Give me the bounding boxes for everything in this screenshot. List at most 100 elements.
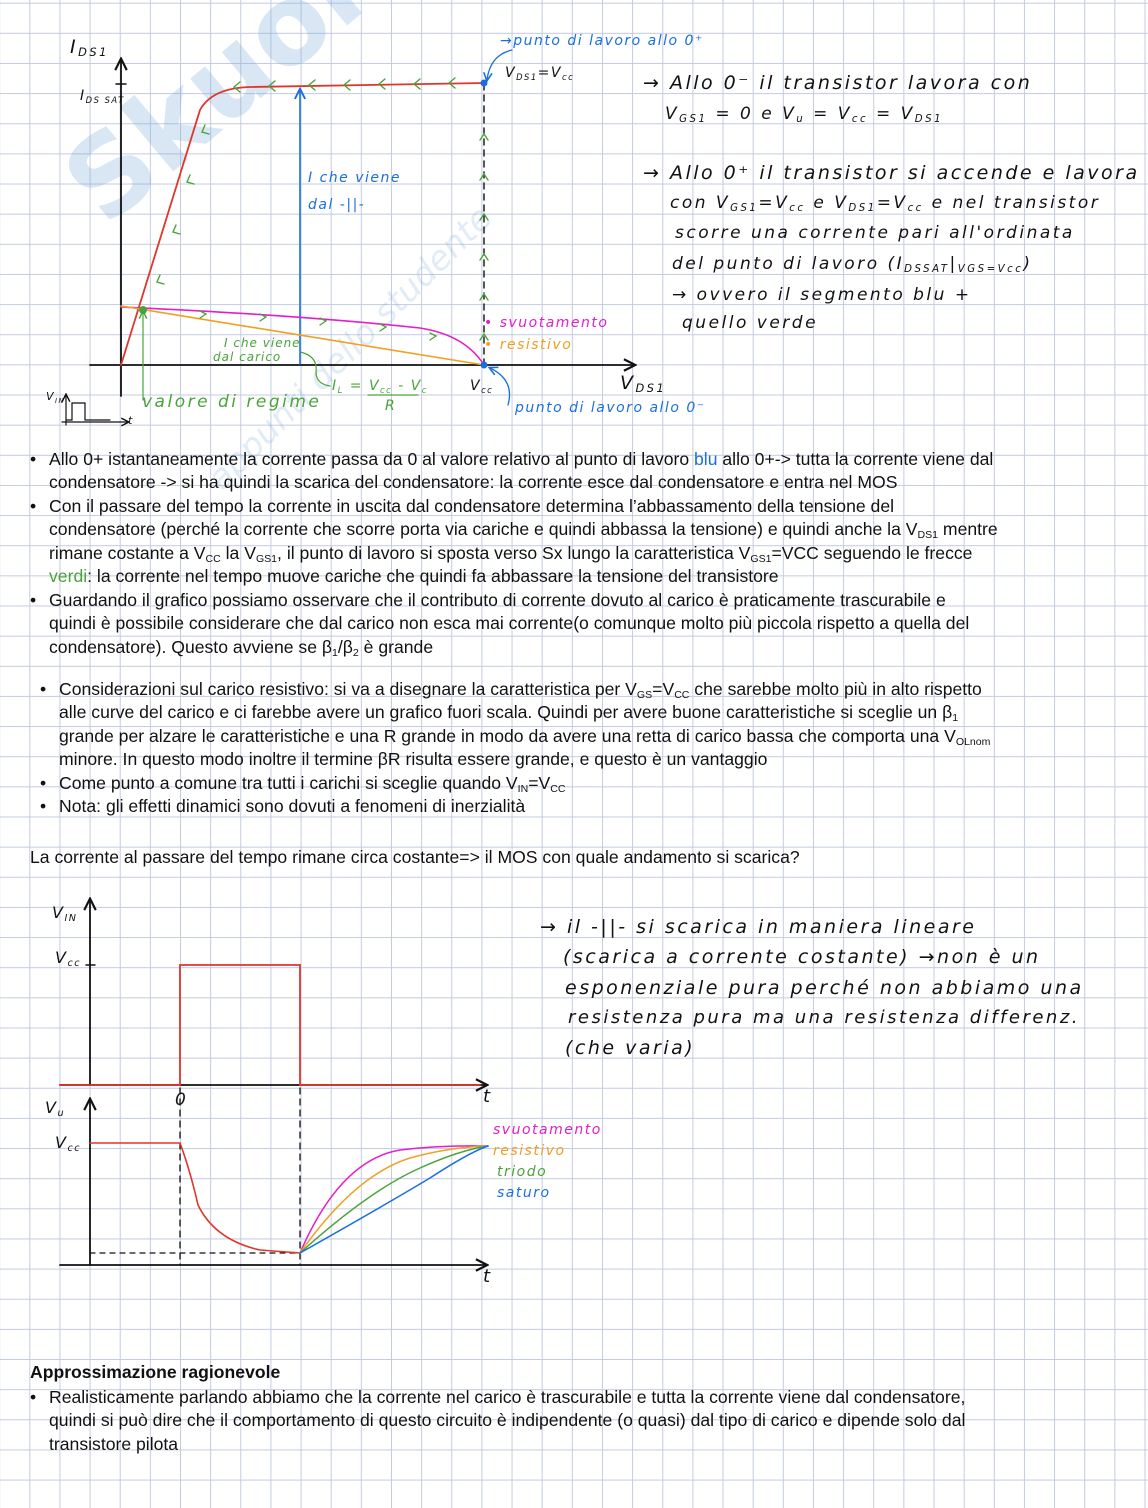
- subscript: CC: [205, 552, 221, 565]
- text-segment: minore. In questo modo inoltre il termin…: [59, 749, 768, 769]
- graph1: [61, 49, 634, 425]
- subscript: c: [421, 385, 428, 395]
- text-segment: La corrente al passare del tempo rimane …: [30, 847, 800, 867]
- subscript: 1: [332, 646, 338, 659]
- text-segment: Con il passare del tempo la corrente in …: [49, 495, 895, 516]
- text-segment: condensatore). Questo avviene se β: [49, 636, 332, 657]
- text-segment: I che viene: [308, 170, 401, 186]
- text-segment: quindi è possibile considerare che dal c…: [49, 613, 970, 633]
- g1-y-axis-label: IDS1: [70, 36, 109, 59]
- section-3-heading: Approssimazione ragionevole: [0, 1361, 1148, 1385]
- text-segment: triodo: [497, 1164, 548, 1180]
- text-segment: - V: [392, 378, 422, 394]
- text-segment: svuotamento: [493, 1122, 602, 1138]
- text-segment: quello verde: [682, 313, 819, 333]
- text-segment: V: [52, 903, 65, 922]
- text-segment: = V: [868, 104, 915, 124]
- subscript: 2: [352, 646, 359, 659]
- text-segment: V: [55, 948, 68, 967]
- note-top-line: → Allo 0⁺ il transistor si accende e lav…: [643, 162, 1140, 184]
- subscript: DS1: [516, 72, 538, 82]
- subscript: CC: [550, 782, 566, 795]
- text-segment: = V: [343, 378, 381, 394]
- text-line: • Realisticamente parlando abbiamo che la…: [0, 1386, 1148, 1410]
- text-segment: dal -||-: [308, 197, 366, 213]
- text-segment: ): [1023, 254, 1033, 274]
- text-segment: alle curve del carico e ci farebbe avere…: [59, 702, 953, 722]
- g2-t-label-2: t: [483, 1266, 492, 1287]
- text-segment: grande per alzare le caratteristiche e u…: [59, 725, 956, 746]
- text-line: • Nota: gli effetti dinamici sono dovuti …: [0, 795, 1148, 819]
- text-segment: /β: [337, 636, 353, 657]
- g1-vin-pulse: [65, 402, 111, 421]
- note-top-line: → Allo 0⁻ il transistor lavora con: [643, 72, 1032, 94]
- subscript: DSSAT: [904, 264, 950, 275]
- text-segment: e nel transistor: [923, 193, 1101, 213]
- subscript: GS1: [255, 552, 278, 565]
- green-highlight: verdi: [49, 566, 88, 586]
- bullet: •: [40, 772, 47, 793]
- bullet: •: [30, 448, 37, 469]
- g2-t-label: t: [483, 1086, 492, 1107]
- text-segment: Approssimazione ragionevole: [30, 1362, 281, 1382]
- text-segment: rimane costante a V: [49, 542, 206, 563]
- subscript: DS1: [848, 203, 877, 214]
- text-segment: V: [470, 378, 482, 394]
- text-segment: scorre una corrente pari all'ordinata: [675, 223, 1075, 243]
- subscript: IN: [64, 913, 78, 924]
- text-line: • Allo 0+ istantaneamente la corrente pas…: [0, 448, 1148, 472]
- text-segment: : la corrente nel tempo muove cariche ch…: [87, 566, 779, 586]
- subscript: GS1: [750, 552, 772, 565]
- text-segment: (scarica a corrente costante) →non è un: [563, 946, 1041, 968]
- bullet: •: [40, 796, 47, 816]
- text-segment: I: [70, 36, 79, 58]
- g2-vin-pulse: [59, 964, 481, 1086]
- note-top-line: scorre una corrente pari all'ordinata: [675, 223, 1075, 243]
- text-line: condensatore). Questo avviene se β1/β2 è…: [0, 636, 1148, 660]
- g1-load-brace: [299, 351, 331, 387]
- subscript: GS1: [730, 203, 759, 214]
- subscript: 1: [952, 712, 959, 724]
- text-segment: I: [332, 378, 338, 394]
- text-segment: • svuotamento: [484, 315, 609, 331]
- text-segment: che sarebbe molto più in alto rispetto: [689, 678, 982, 699]
- text-segment: =VCC seguendo le frecce: [771, 542, 973, 563]
- text-line: grande per alzare le caratteristiche e u…: [0, 725, 1148, 749]
- text-segment: t: [483, 1086, 492, 1107]
- subscript: cc: [851, 114, 869, 125]
- note-top-line: del punto di lavoro (IDSSAT|VGS=Vcc): [672, 254, 1033, 275]
- g1-green-arrows-load: [199, 310, 438, 341]
- text-segment: V: [620, 372, 636, 394]
- text-line: rimane costante a VCC la VGS1, il punto …: [0, 542, 1148, 566]
- g1-x-axis-label: VDS1: [620, 372, 666, 395]
- g2-vcc-label-2: Vcc: [55, 1133, 81, 1154]
- text-segment: valore di regime: [142, 392, 322, 412]
- text-segment: → ovvero il segmento blu +: [672, 285, 972, 305]
- text-segment: =V: [537, 65, 562, 81]
- text-segment: V: [665, 104, 680, 124]
- subscript: cc: [789, 203, 806, 214]
- text-segment: è grande: [358, 636, 434, 657]
- text-line: quindi si può dire che il comportamento …: [0, 1409, 1148, 1433]
- text-segment: I che viene: [224, 336, 301, 350]
- g1-il-formula-den: R: [385, 398, 396, 414]
- g1-blue-point-bottom: [480, 361, 488, 369]
- subscript: IN: [517, 782, 529, 795]
- text-segment: con V: [670, 193, 731, 213]
- subscript: DS SAT: [85, 95, 125, 105]
- g2-vcc-label: Vcc: [55, 948, 81, 969]
- text-segment: Guardando il grafico possiamo osservare …: [49, 589, 946, 610]
- text-segment: 0: [175, 1090, 188, 1110]
- text-line: verdi: la corrente nel tempo muove caric…: [0, 565, 1148, 589]
- text-line: • Come punto a comune tra tutti i carichi…: [0, 772, 1148, 796]
- g1-green-arrows-left: [156, 77, 456, 285]
- g1-legend-resistivo: • resistivo: [484, 337, 572, 353]
- bullet: •: [40, 678, 47, 699]
- subscript: OLnom: [955, 735, 991, 748]
- text-line: transistore pilota: [0, 1433, 1148, 1457]
- text-line: • Guardando il grafico possiamo osservare…: [0, 589, 1148, 613]
- text-segment: Allo 0+ istantaneamente la corrente pass…: [49, 448, 695, 469]
- note-top-line: quello verde: [682, 313, 818, 333]
- bullet: •: [30, 1386, 37, 1407]
- text-segment: →punto di lavoro allo 0⁺: [500, 33, 704, 49]
